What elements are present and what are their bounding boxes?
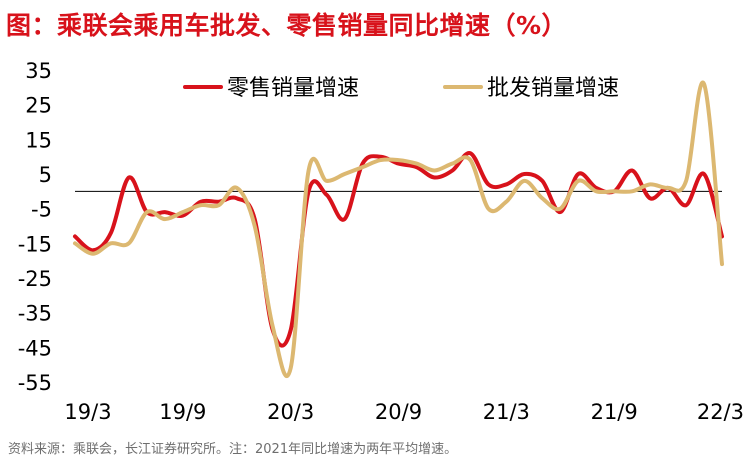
x-axis-ticks: 19/3 19/9 20/3 20/9 21/3 21/9 22/3 bbox=[64, 400, 744, 424]
y-tick-label: -5 bbox=[31, 198, 52, 222]
legend-label: 批发销量增速 bbox=[487, 76, 619, 101]
y-tick-label: -55 bbox=[18, 371, 52, 395]
y-tick-label: 15 bbox=[25, 128, 52, 152]
legend-label: 零售销量增速 bbox=[227, 76, 359, 101]
legend: 零售销量增速 批发销量增速 bbox=[183, 76, 619, 101]
retail-growth-line bbox=[73, 151, 724, 348]
y-tick-label: -15 bbox=[18, 232, 52, 256]
source-note: 资料来源：乘联会，长江证券研究所。注：2021年同比增速为两年平均增速。 bbox=[8, 442, 458, 457]
y-tick-label: 25 bbox=[25, 94, 52, 118]
x-tick-label: 22/3 bbox=[697, 400, 744, 424]
x-tick-label: 19/3 bbox=[64, 400, 111, 424]
y-tick-label: 5 bbox=[39, 163, 52, 187]
x-tick-label: 19/9 bbox=[159, 400, 206, 424]
series-group bbox=[73, 80, 724, 379]
chart-title: 图：乘联会乘用车批发、零售销量同比增速（%） bbox=[6, 11, 568, 40]
y-tick-label: -25 bbox=[18, 267, 52, 291]
y-axis-ticks: 35 25 15 5 -5 -15 -25 -35 -45 -55 bbox=[18, 59, 52, 395]
wholesale-growth-line bbox=[73, 80, 724, 379]
y-tick-label: -45 bbox=[18, 336, 52, 360]
x-tick-label: 21/9 bbox=[591, 400, 638, 424]
x-tick-label: 20/3 bbox=[267, 400, 314, 424]
x-tick-label: 20/9 bbox=[375, 400, 422, 424]
x-tick-label: 21/3 bbox=[483, 400, 530, 424]
y-tick-label: 35 bbox=[25, 59, 52, 83]
y-tick-label: -35 bbox=[18, 302, 52, 326]
